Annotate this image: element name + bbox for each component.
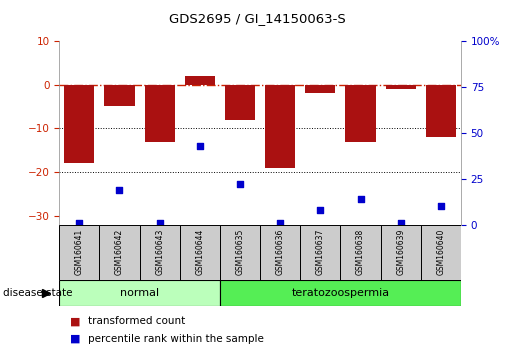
Text: GSM160639: GSM160639 (396, 229, 405, 275)
Point (356, 196, 365, 202)
Point (276, 220, 284, 226)
Bar (265, 85, 295, 168)
Text: transformed count: transformed count (88, 316, 185, 326)
Point (156, 220, 164, 226)
Text: GDS2695 / GI_14150063-S: GDS2695 / GI_14150063-S (169, 12, 346, 25)
Point (115, 187, 124, 193)
Point (316, 207, 324, 213)
Text: percentile rank within the sample: percentile rank within the sample (88, 334, 264, 344)
Text: ■: ■ (70, 316, 80, 326)
Text: GSM160636: GSM160636 (276, 229, 285, 275)
Bar (346, 85, 375, 142)
Text: GSM160638: GSM160638 (356, 229, 365, 275)
Bar (340, 225, 381, 280)
Text: GSM160635: GSM160635 (235, 229, 245, 275)
Bar (59, 280, 220, 306)
Bar (300, 225, 340, 280)
Bar (145, 85, 175, 142)
Text: normal: normal (120, 288, 159, 298)
Point (196, 143, 204, 148)
Point (397, 220, 405, 226)
Text: GSM160640: GSM160640 (436, 229, 445, 275)
Bar (426, 85, 456, 137)
Bar (99, 225, 140, 280)
Text: GSM160644: GSM160644 (195, 229, 204, 275)
Point (437, 204, 445, 209)
Bar (225, 85, 255, 120)
Bar (386, 85, 416, 89)
Text: GSM160643: GSM160643 (155, 229, 164, 275)
Text: GSM160637: GSM160637 (316, 229, 325, 275)
Point (236, 182, 244, 187)
Bar (180, 225, 220, 280)
Bar (421, 225, 461, 280)
Bar (220, 225, 260, 280)
Point (75, 220, 83, 226)
Bar (64, 85, 94, 164)
Text: GSM160642: GSM160642 (115, 229, 124, 275)
Text: disease state: disease state (3, 288, 72, 298)
Bar (185, 76, 215, 85)
Text: ■: ■ (70, 334, 80, 344)
Bar (105, 85, 134, 107)
Text: GSM160641: GSM160641 (75, 229, 84, 275)
Bar (305, 85, 335, 93)
Bar (381, 225, 421, 280)
Bar (140, 225, 180, 280)
Bar (59, 225, 99, 280)
Bar (260, 225, 300, 280)
Bar (220, 280, 461, 306)
Text: teratozoospermia: teratozoospermia (291, 288, 389, 298)
